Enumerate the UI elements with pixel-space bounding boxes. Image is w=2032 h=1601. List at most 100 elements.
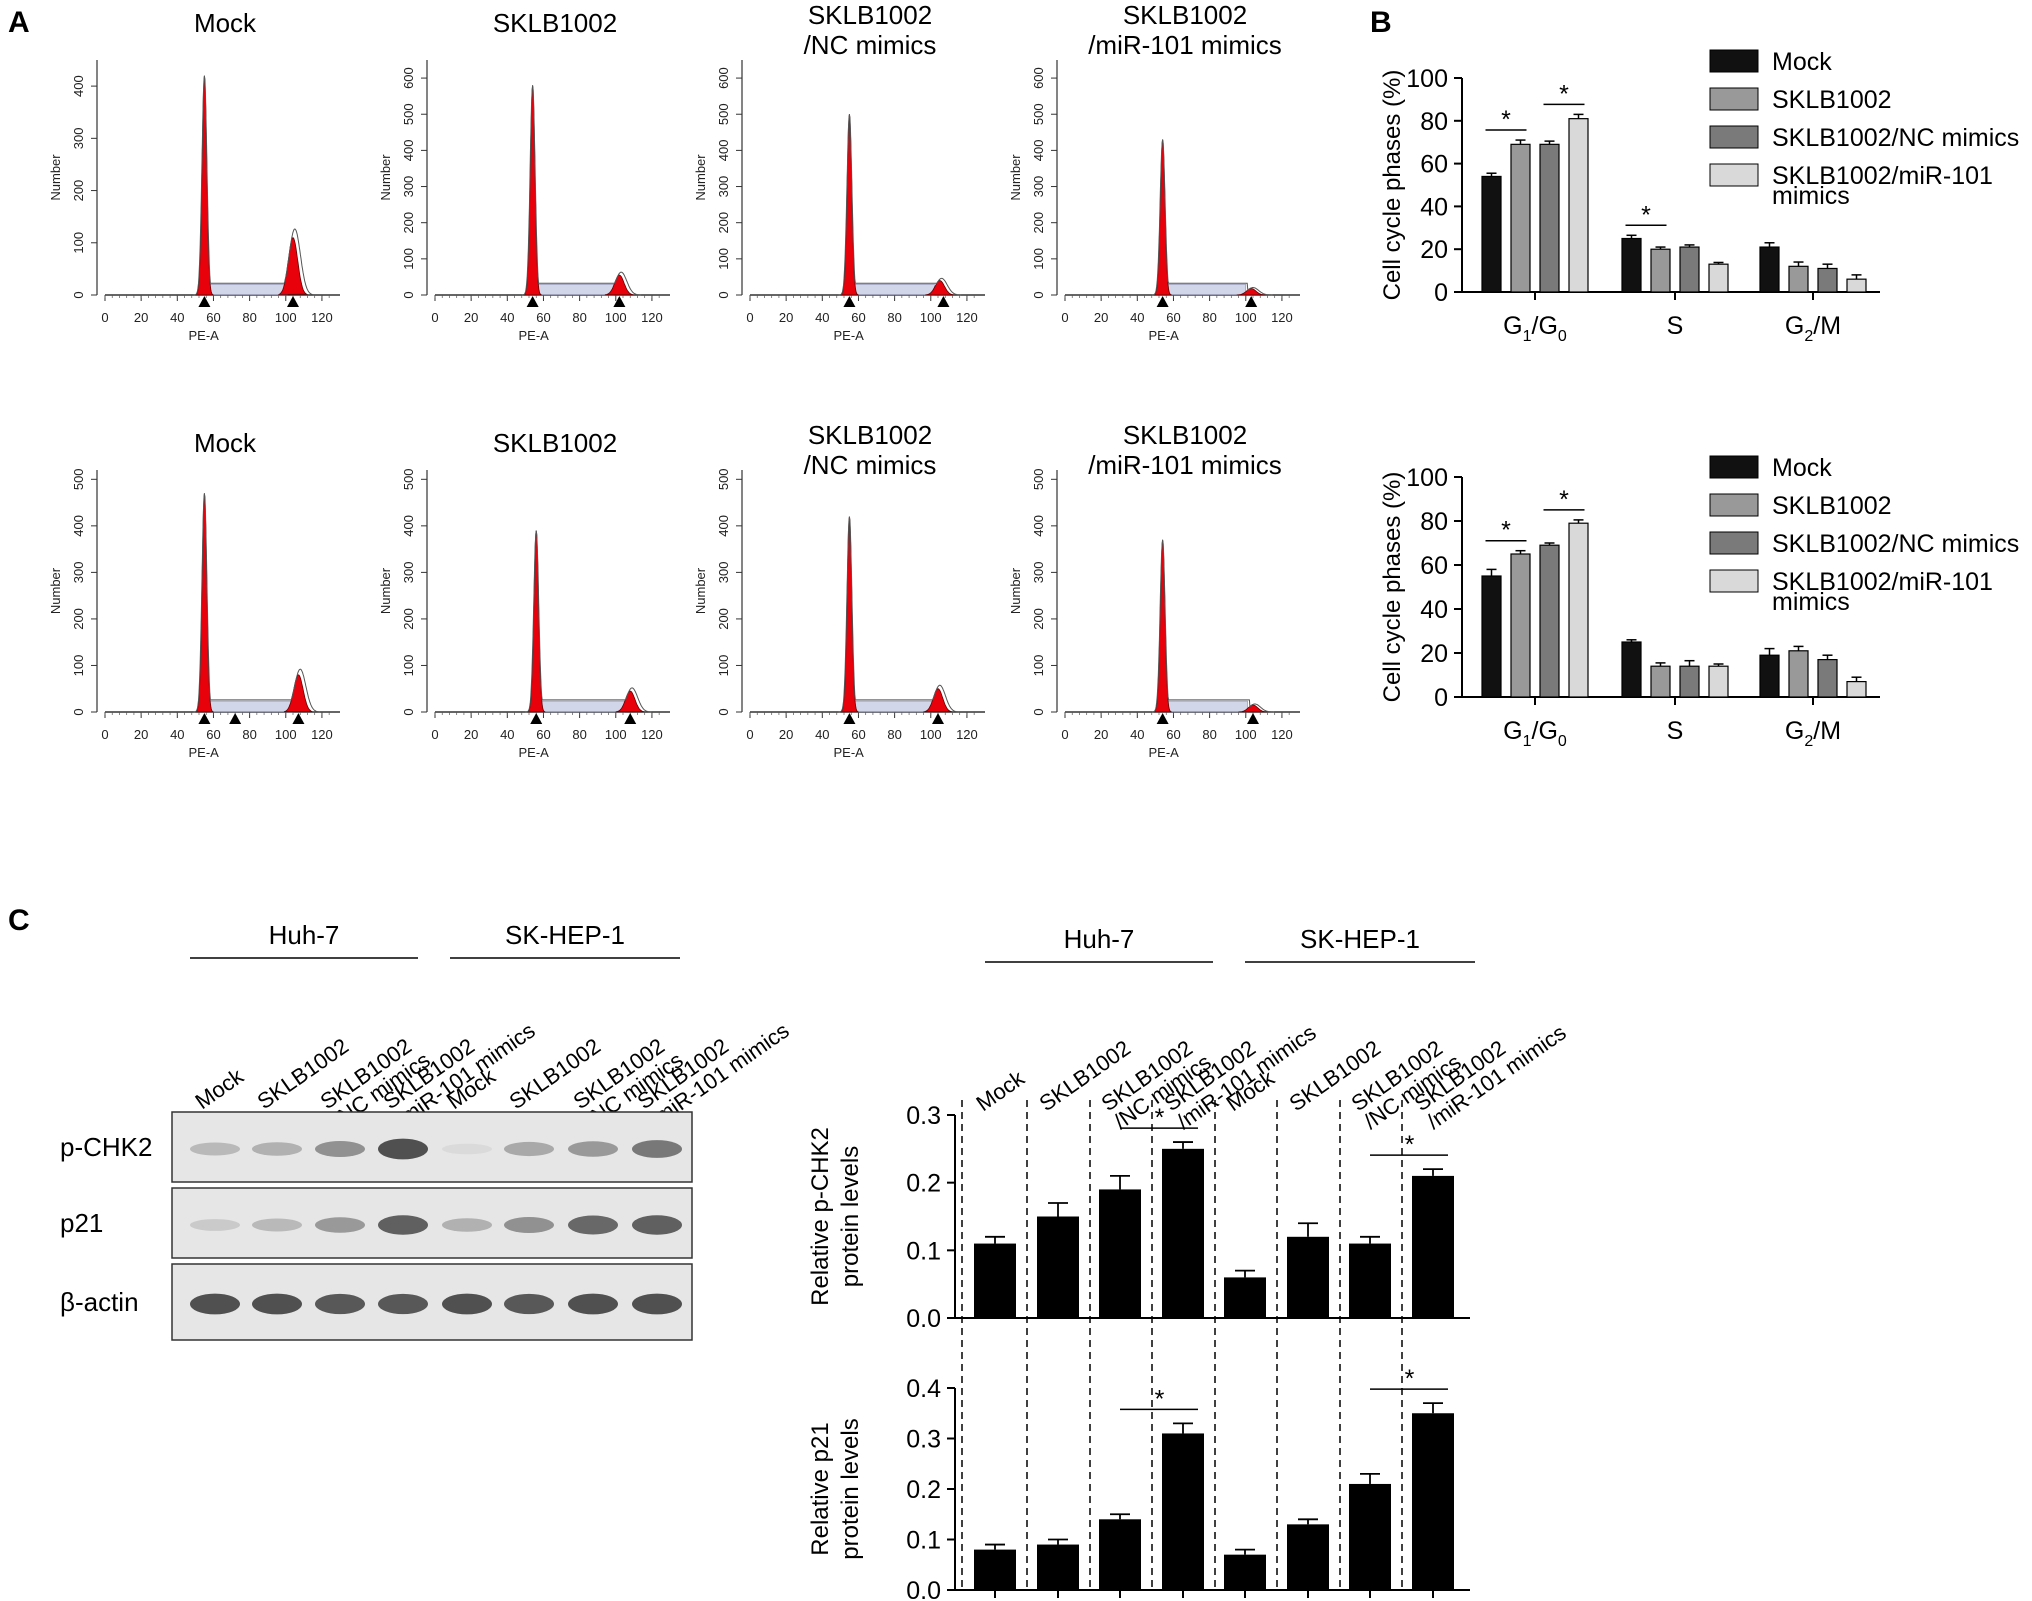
blot-band: [252, 1142, 302, 1156]
lane-label: Mock: [191, 1063, 249, 1114]
bar: [1846, 278, 1867, 293]
blot-band: [378, 1138, 428, 1160]
y-tick-label: 600: [716, 67, 731, 89]
x-tick-label: 0: [431, 727, 438, 742]
x-tick-label: 100: [920, 727, 942, 742]
y-tick-label: 0: [1031, 291, 1046, 298]
flow-histogram-1-3: SKLB1002/NC mimics 0 20 40 60 80 100 120 0 100 200…: [693, 0, 985, 343]
y-tick-label: 100: [716, 248, 731, 270]
g1-peak: [1153, 139, 1172, 296]
x-tick-label: 40: [500, 727, 514, 742]
histogram-title: SKLB1002: [1123, 420, 1247, 450]
histogram-title: /miR-101 mimics: [1088, 30, 1282, 60]
bar: [1287, 1524, 1329, 1590]
x-tick-label: 100: [275, 310, 297, 325]
x-axis-label: PE-A: [834, 328, 865, 343]
bar: [1037, 1544, 1079, 1590]
label-main: S: [1667, 717, 1684, 745]
y-tick-label: 500: [1031, 468, 1046, 490]
y-tick-label: 0: [71, 291, 86, 298]
s-phase-region: [852, 284, 935, 296]
x-tick-label: 0: [1061, 310, 1068, 325]
blot-band: [504, 1217, 554, 1233]
x-category-label: G2/M: [1785, 312, 1841, 345]
y-axis-label: protein levels: [837, 1146, 864, 1287]
x-tick-label: 20: [779, 727, 793, 742]
s-phase-region: [1167, 700, 1248, 713]
y-tick-label: 400: [1031, 515, 1046, 537]
bar: [1539, 544, 1560, 698]
y-tick-label: 0: [716, 708, 731, 715]
blot-band: [568, 1293, 618, 1315]
peak-marker-triangle: [843, 713, 856, 724]
label-main: G: [1785, 312, 1804, 340]
histogram-title: /miR-101 mimics: [1088, 450, 1282, 480]
peak-marker-triangle: [1156, 296, 1169, 307]
x-tick-label: 80: [1202, 310, 1216, 325]
y-axis-label: Number: [378, 154, 393, 201]
y-tick-label: 60: [1420, 552, 1448, 580]
y-axis-label: Number: [1008, 154, 1023, 201]
y-tick-label: 400: [71, 75, 86, 97]
y-tick-label: 60: [1420, 151, 1448, 179]
protein-chart-2: 0.0 0.1 0.2 0.3 0.4 Relative p21 protein level…: [807, 1365, 1470, 1601]
label-sub: 2: [1804, 328, 1813, 345]
y-tick-label: 0.1: [906, 1527, 941, 1555]
label-main: S: [1667, 312, 1684, 340]
label-mid: /M: [1813, 312, 1841, 340]
blot-band: [252, 1218, 302, 1232]
peak-marker-triangle: [292, 713, 305, 724]
g2-peak: [604, 274, 634, 296]
y-axis-label: Number: [48, 567, 63, 614]
bar: [1621, 641, 1642, 698]
bar: [1099, 1189, 1141, 1318]
bar: [974, 1243, 1016, 1318]
y-tick-label: 200: [401, 212, 416, 234]
y-tick-label: 0: [401, 708, 416, 715]
x-tick-label: 100: [1235, 310, 1257, 325]
y-tick-label: 500: [1031, 103, 1046, 125]
peak-marker-triangle: [287, 296, 299, 307]
histogram-envelope: [193, 493, 320, 713]
panel-label-a: A: [8, 6, 30, 39]
y-tick-label: 40: [1420, 193, 1448, 221]
x-axis-label: PE-A: [189, 745, 220, 760]
blot-band: [568, 1141, 618, 1157]
bar: [1539, 143, 1560, 293]
legend-swatch: [1709, 493, 1759, 517]
significance-asterisk: *: [1405, 1131, 1415, 1159]
peak-marker-triangle: [624, 713, 637, 724]
blot-band: [190, 1219, 240, 1231]
x-tick-label: 40: [170, 310, 184, 325]
bar: [1679, 246, 1700, 293]
x-tick-label: 0: [746, 727, 753, 742]
peak-marker-triangle: [1245, 296, 1258, 307]
y-axis-label: Number: [693, 154, 708, 201]
bar: [1287, 1236, 1329, 1318]
histogram-title: SKLB1002: [493, 8, 617, 38]
label-main: G: [1785, 717, 1804, 745]
y-tick-label: 0.4: [906, 1375, 941, 1403]
x-tick-label: 120: [311, 727, 333, 742]
y-tick-label: 20: [1420, 236, 1448, 264]
x-axis-label: PE-A: [1149, 745, 1180, 760]
bar: [1650, 665, 1671, 698]
blot-label: β-actin: [60, 1287, 139, 1317]
y-tick-label: 100: [1031, 655, 1046, 677]
histogram-title: Mock: [194, 428, 257, 458]
x-tick-label: 20: [779, 310, 793, 325]
x-tick-label: 60: [851, 727, 865, 742]
x-tick-label: 120: [311, 310, 333, 325]
significance-asterisk: *: [1501, 517, 1511, 545]
x-tick-label: 40: [170, 727, 184, 742]
x-tick-label: 60: [1166, 727, 1180, 742]
legend-label: Mock: [1772, 48, 1832, 76]
bar: [1679, 665, 1700, 698]
protein-chart-1: 0.0 0.1 0.2 0.3 Relative p-CHK2 protein level…: [807, 1102, 1470, 1333]
y-tick-label: 200: [1031, 212, 1046, 234]
x-tick-label: 100: [275, 727, 297, 742]
x-axis-label: PE-A: [189, 328, 220, 343]
y-axis-label: Relative p21: [807, 1422, 834, 1555]
